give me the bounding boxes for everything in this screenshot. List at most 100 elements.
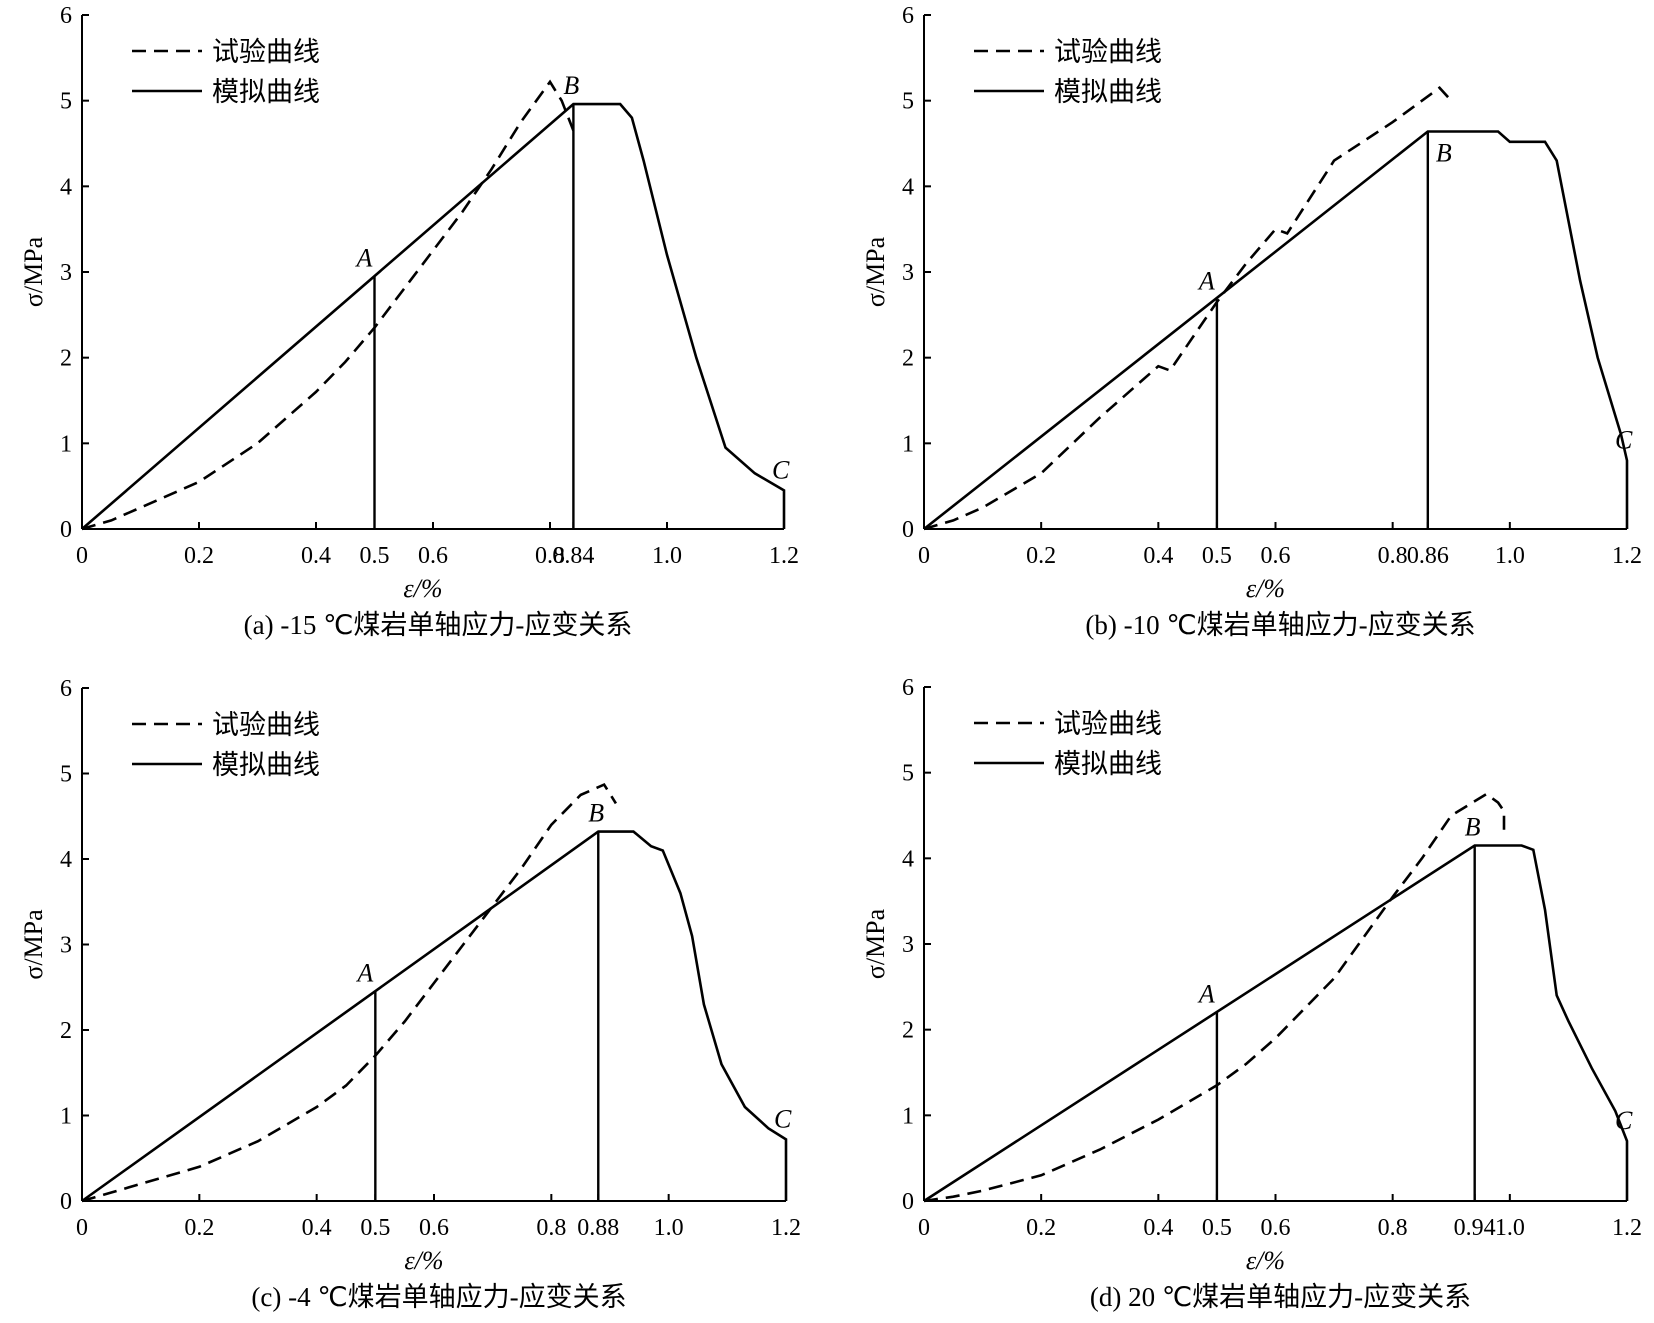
x-tick-label: 0.6	[418, 543, 448, 569]
point-label-c: C	[1615, 1106, 1633, 1135]
chart-caption: (b) -10 ℃煤岩单轴应力-应变关系	[1085, 610, 1475, 640]
x-tick-label: 0.4	[301, 543, 331, 569]
y-tick-label: 6	[902, 3, 914, 29]
y-tick-label: 0	[902, 1189, 914, 1215]
x-tick-label: 0.4	[1143, 543, 1173, 569]
point-label-a: A	[1197, 980, 1215, 1009]
y-tick-label: 0	[60, 517, 72, 543]
x-tick-label: 0.4	[302, 1215, 332, 1241]
x-tick-label: 0.2	[1026, 1215, 1056, 1241]
chart-panel-c: 0 1 2 3 4 5 6 0 0.2 0.4 0.5 0.6 0.8 0.88 1.0 1.2 ε/% σ/MP…	[19, 676, 801, 1312]
y-tick-label: 5	[60, 89, 72, 115]
x-tick-label: 0.6	[419, 1215, 449, 1241]
x-tick-label: 1.0	[652, 543, 682, 569]
point-label-b: B	[588, 799, 604, 828]
y-axis-label: σ/MPa	[861, 236, 890, 307]
x-tick-label: 1.2	[771, 1215, 801, 1241]
legend-label: 模拟曲线	[212, 750, 320, 781]
y-tick-label: 3	[902, 260, 914, 286]
x-tick-label: 0.5	[360, 1215, 390, 1241]
legend-label: 试验曲线	[1054, 37, 1162, 68]
y-tick-label: 1	[60, 431, 72, 457]
y-tick-label: 0	[60, 1189, 72, 1215]
simulated-curve	[81, 830, 788, 1203]
x-tick-label: 0.84	[552, 543, 594, 569]
y-tick-label: 1	[902, 431, 914, 457]
point-label-a: A	[355, 959, 373, 988]
experimental-curve	[81, 79, 575, 531]
point-label-c: C	[772, 455, 790, 484]
x-tick-label: 0.8	[1378, 1215, 1408, 1241]
y-tick-label: 3	[60, 933, 72, 959]
x-tick-label: 1.0	[1495, 1215, 1525, 1241]
x-tick-label: 0.94	[1454, 1215, 1496, 1241]
x-tick-label: 0.5	[1202, 543, 1232, 569]
y-tick-label: 3	[60, 260, 72, 286]
experimental-curve	[923, 792, 1506, 1203]
chart-panel-b: 0 1 2 3 4 5 6 0 0.2 0.4 0.5 0.6 0.8 0.86 1.0 1.2 ε/% σ/MP…	[861, 3, 1642, 640]
point-label-c: C	[774, 1104, 792, 1133]
x-tick-label: 0.86	[1407, 543, 1449, 569]
legend-label: 模拟曲线	[212, 77, 320, 108]
y-tick-label: 5	[902, 761, 914, 787]
chart-caption: (c) -4 ℃煤岩单轴应力-应变关系	[251, 1282, 626, 1312]
y-axis-label: σ/MPa	[19, 236, 48, 307]
x-tick-label: 1.2	[769, 543, 799, 569]
y-tick-label: 6	[60, 676, 72, 702]
y-tick-label: 2	[60, 1018, 72, 1044]
legend-label: 试验曲线	[1054, 709, 1162, 740]
x-tick-label: 0.5	[1202, 1215, 1232, 1241]
point-label-c: C	[1615, 425, 1633, 454]
x-axis-label: ε/%	[404, 1246, 443, 1275]
y-tick-label: 2	[902, 1018, 914, 1044]
experimental-curve	[81, 782, 618, 1203]
y-tick-label: 2	[902, 346, 914, 372]
y-tick-label: 6	[60, 3, 72, 29]
x-tick-label: 0.4	[1143, 1215, 1173, 1241]
point-label-b: B	[563, 71, 579, 100]
x-tick-label: 0.5	[360, 543, 390, 569]
x-tick-label: 0	[76, 1215, 88, 1241]
x-tick-label: 1.0	[1495, 543, 1525, 569]
x-tick-label: 0	[76, 543, 88, 569]
legend-label: 模拟曲线	[1054, 749, 1162, 780]
x-axis-label: ε/%	[403, 574, 442, 603]
legend-label: 试验曲线	[212, 710, 320, 741]
simulated-curve	[81, 102, 786, 530]
chart-caption: (a) -15 ℃煤岩单轴应力-应变关系	[244, 610, 633, 640]
chart-caption: (d) 20 ℃煤岩单轴应力-应变关系	[1090, 1282, 1471, 1312]
simulated-curve	[923, 130, 1629, 531]
x-tick-label: 0.8	[536, 1215, 566, 1241]
y-tick-label: 1	[902, 1103, 914, 1129]
y-tick-label: 3	[902, 932, 914, 958]
y-tick-label: 1	[60, 1104, 72, 1130]
y-tick-label: 6	[902, 675, 914, 701]
chart-panel-d: 0 1 2 3 4 5 6 0 0.2 0.4 0.5 0.6 0.8 0.94 1.0 1.2 ε/% σ/MP…	[861, 675, 1642, 1312]
point-label-a: A	[355, 243, 373, 272]
x-tick-label: 1.0	[654, 1215, 684, 1241]
point-label-b: B	[1465, 812, 1481, 841]
point-label-a: A	[1197, 266, 1215, 295]
x-axis-label: ε/%	[1246, 574, 1285, 603]
legend-label: 模拟曲线	[1054, 77, 1162, 108]
chart-panel-a: 0 1 2 3 4 5 6 0 0.2 0.4 0.5 0.6 0.80.84 1.0 1.2 ε/% σ/MP…	[19, 3, 799, 640]
point-label-b: B	[1436, 139, 1452, 168]
y-tick-label: 4	[902, 174, 914, 200]
x-axis-label: ε/%	[1246, 1246, 1285, 1275]
y-tick-label: 4	[60, 847, 72, 873]
x-tick-label: 0.88	[577, 1215, 619, 1241]
y-tick-label: 0	[902, 517, 914, 543]
x-tick-label: 0	[918, 543, 930, 569]
x-tick-label: 0.2	[184, 543, 214, 569]
legend-label: 试验曲线	[212, 37, 320, 68]
x-tick-label: 0.6	[1261, 543, 1291, 569]
y-axis-label: σ/MPa	[861, 908, 890, 979]
x-tick-label: 0.2	[184, 1215, 214, 1241]
x-tick-label: 0	[918, 1215, 930, 1241]
x-tick-label: 1.2	[1612, 543, 1642, 569]
simulated-curve	[923, 844, 1629, 1203]
x-tick-label: 0.6	[1261, 1215, 1291, 1241]
y-tick-label: 5	[902, 89, 914, 115]
y-tick-label: 2	[60, 346, 72, 372]
